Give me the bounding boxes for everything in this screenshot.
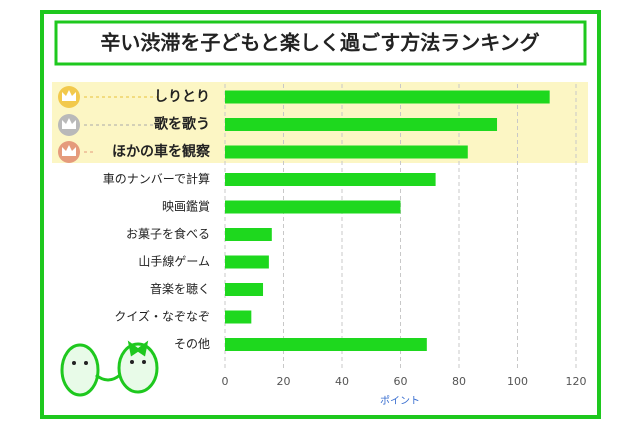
x-tick-label: 60 <box>394 375 408 388</box>
x-tick-label: 120 <box>566 375 587 388</box>
y-tick-label: 車のナンバーで計算 <box>103 171 210 186</box>
y-tick-label: その他 <box>174 337 210 351</box>
x-axis-label: ポイント <box>380 395 420 407</box>
bar <box>225 118 498 131</box>
y-tick-label: ほかの車を観察 <box>112 143 211 160</box>
bar <box>225 310 252 324</box>
x-tick-label: 100 <box>507 375 528 388</box>
x-tick-label: 20 <box>277 375 291 388</box>
title-box <box>54 20 587 66</box>
mascots <box>60 340 159 397</box>
bar <box>225 338 427 351</box>
x-tick-label: 40 <box>335 375 349 388</box>
bar <box>225 283 264 296</box>
y-tick-label: 音楽を聴く <box>150 281 210 296</box>
x-tick-label: 80 <box>452 375 466 388</box>
bar <box>225 200 401 214</box>
y-tick-label: クイズ・なぞなぞ <box>114 309 210 324</box>
chart-title: 辛い渋滞を子どもと楽しく過ごす方法ランキング <box>100 31 539 55</box>
bar <box>225 173 436 186</box>
bar <box>225 145 468 159</box>
y-tick-label: お菓子を食べる <box>126 226 210 241</box>
bar <box>225 228 272 241</box>
x-tick-label: 0 <box>222 375 229 388</box>
bar <box>225 90 550 104</box>
y-tick-label: 山手線ゲーム <box>138 254 210 269</box>
y-tick-label: 歌を歌う <box>154 116 210 133</box>
crowns <box>58 86 160 163</box>
y-tick-label: 映画鑑賞 <box>162 199 210 214</box>
y-tick-label: しりとり <box>154 89 210 105</box>
bar <box>225 255 269 269</box>
